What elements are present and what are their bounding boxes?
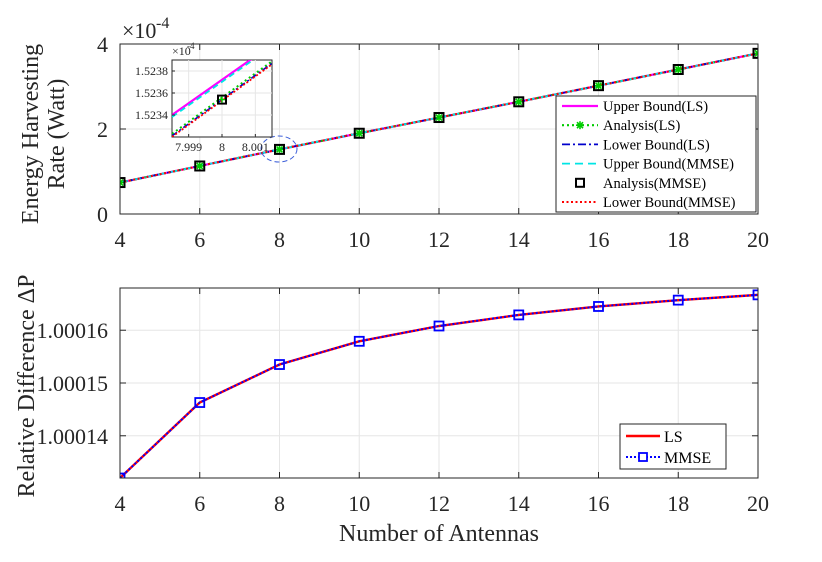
- top-chart: 4 6 8 10 12 14 16 18 20 0 2 4 ×10 -4 Energy Harvest…: [18, 15, 769, 252]
- top-star-marker: [674, 65, 682, 74]
- top-star-marker: [754, 49, 758, 55]
- bottom-xtick-label: 8: [274, 491, 285, 516]
- top-ytick-label: 2: [97, 117, 108, 142]
- bottom-mmse-marker: [353, 335, 365, 347]
- bottom-xtick-label: 18: [667, 491, 689, 516]
- inset-ytick-label: 1.5234: [135, 108, 168, 122]
- zoom-ellipse: [260, 135, 298, 163]
- top-legend-label: Analysis(LS): [603, 118, 681, 134]
- bottom-ytick-label: 1.00016: [37, 318, 109, 343]
- bottom-legend: LS MMSE: [619, 423, 727, 470]
- top-legend-label: Upper Bound(LS): [603, 99, 708, 115]
- bottom-legend-box: [619, 423, 727, 470]
- inset-exponent-base: ×10: [172, 44, 191, 58]
- top-ticks: 4 6 8 10 12 14 16 18 20 0 2 4: [97, 32, 769, 252]
- top-star-marker: [754, 52, 758, 57]
- top-ytick-label: 4: [97, 32, 108, 57]
- bottom-mmse-marker: [433, 320, 445, 332]
- top-legend-label: Analysis(MMSE): [603, 176, 706, 192]
- inset-exponent-power: -4: [187, 41, 195, 51]
- bottom-legend-label-mmse: MMSE: [664, 450, 711, 467]
- top-ylabel-line2: Rate (Watt): [44, 79, 70, 190]
- top-series-group: [120, 47, 758, 189]
- bottom-legend-label-ls: LS: [664, 429, 683, 446]
- bottom-xlabel: Number of Antennas: [339, 521, 539, 547]
- top-xtick-label: 10: [348, 227, 370, 252]
- top-xtick-label: 4: [115, 227, 126, 252]
- bottom-xtick-label: 4: [115, 491, 126, 516]
- top-square-marker: [274, 143, 285, 155]
- inset-upper-ls-line: [172, 60, 253, 116]
- top-square-marker: [433, 112, 445, 124]
- top-legend-label: Lower Bound(LS): [603, 137, 710, 153]
- top-xtick-label: 6: [194, 227, 205, 252]
- bottom-ytick-label: 1.00015: [37, 371, 109, 396]
- top-square-marker: [194, 160, 206, 172]
- bottom-xtick-label: 12: [428, 491, 450, 516]
- top-xtick-label: 14: [508, 227, 530, 252]
- top-square-marker: [120, 177, 126, 189]
- bottom-ytick-label: 1.00014: [37, 424, 109, 449]
- top-legend-box: [555, 95, 757, 213]
- inset-series-group: [172, 60, 272, 137]
- bottom-xtick-label: 10: [348, 491, 370, 516]
- inset-ytick-label: 1.5236: [135, 86, 168, 100]
- top-star-marker: [196, 162, 204, 170]
- top-xtick-label: 16: [588, 227, 610, 252]
- bottom-mmse-marker: [274, 359, 285, 370]
- top-exponent-base: ×10: [122, 18, 156, 43]
- top-star-marker: [435, 113, 443, 122]
- top-xtick-label: 20: [747, 227, 769, 252]
- inset-ytick-label: 1.5238: [135, 64, 168, 78]
- top-legend-star: [576, 121, 584, 129]
- top-square-marker: [513, 96, 525, 108]
- top-legend-square: [575, 177, 585, 188]
- bottom-ticks: 4 6 8 10 12 14 16 18 20 1.00014 1.00015 1.00016: [37, 288, 769, 516]
- top-xtick-label: 18: [667, 227, 689, 252]
- bottom-mmse-marker: [194, 397, 206, 408]
- bottom-mmse-marker: [672, 294, 684, 306]
- bottom-mmse-marker: [513, 309, 525, 321]
- bottom-mmse-marker: [752, 289, 758, 301]
- top-square-marker: [593, 80, 604, 92]
- top-star-marker: [594, 82, 603, 90]
- top-xtick-label: 12: [428, 227, 450, 252]
- bottom-xtick-label: 6: [194, 491, 205, 516]
- top-square-marker: [672, 64, 684, 75]
- top-star-marker: [275, 145, 284, 153]
- top-exponent-power: -4: [156, 15, 169, 32]
- top-star-marker: [120, 181, 124, 187]
- bottom-legend-marker-mmse: [638, 452, 648, 462]
- top-star-marker: [515, 98, 523, 106]
- top-legend-label: Upper Bound(MMSE): [603, 157, 734, 173]
- bottom-xtick-label: 14: [508, 491, 530, 516]
- bottom-chart: 4 6 8 10 12 14 16 18 20 1.00014 1.00015 1.00016 Num…: [14, 275, 769, 547]
- top-legend: Upper Bound(LS) Analysis(LS) Lower Bound(L…: [555, 95, 757, 213]
- bottom-xtick-label: 20: [747, 491, 769, 516]
- inset-ticks: 7.999 8 8.001 1.5238 1.5236 1.5234: [135, 64, 269, 154]
- inset-xtick-label: 7.999: [175, 140, 202, 154]
- top-xtick-label: 8: [274, 227, 285, 252]
- top-square-marker: [353, 127, 365, 139]
- bottom-ylabel: Relative Difference ΔP: [14, 275, 40, 498]
- inset-xtick-label: 8.001: [242, 140, 269, 154]
- top-ylabel-line1: Energy Harvesting: [18, 44, 44, 224]
- bottom-mmse-line: [120, 293, 758, 478]
- bottom-xtick-label: 16: [588, 491, 610, 516]
- inset-chart: 7.999 8 8.001 1.5238 1.5236 1.5234 ×10 -4: [135, 41, 273, 154]
- inset-upper-mmse-line: [172, 60, 255, 118]
- bottom-mmse-marker: [593, 301, 604, 312]
- bottom-series-group: [120, 289, 758, 478]
- top-star-marker: [120, 178, 124, 184]
- inset-square-marker: [217, 94, 227, 105]
- top-star-marker: [355, 129, 363, 137]
- top-ytick-label: 0: [97, 202, 108, 227]
- top-legend-label: Lower Bound(MMSE): [603, 195, 736, 211]
- top-square-marker: [752, 47, 758, 59]
- inset-xtick-label: 8: [219, 140, 225, 154]
